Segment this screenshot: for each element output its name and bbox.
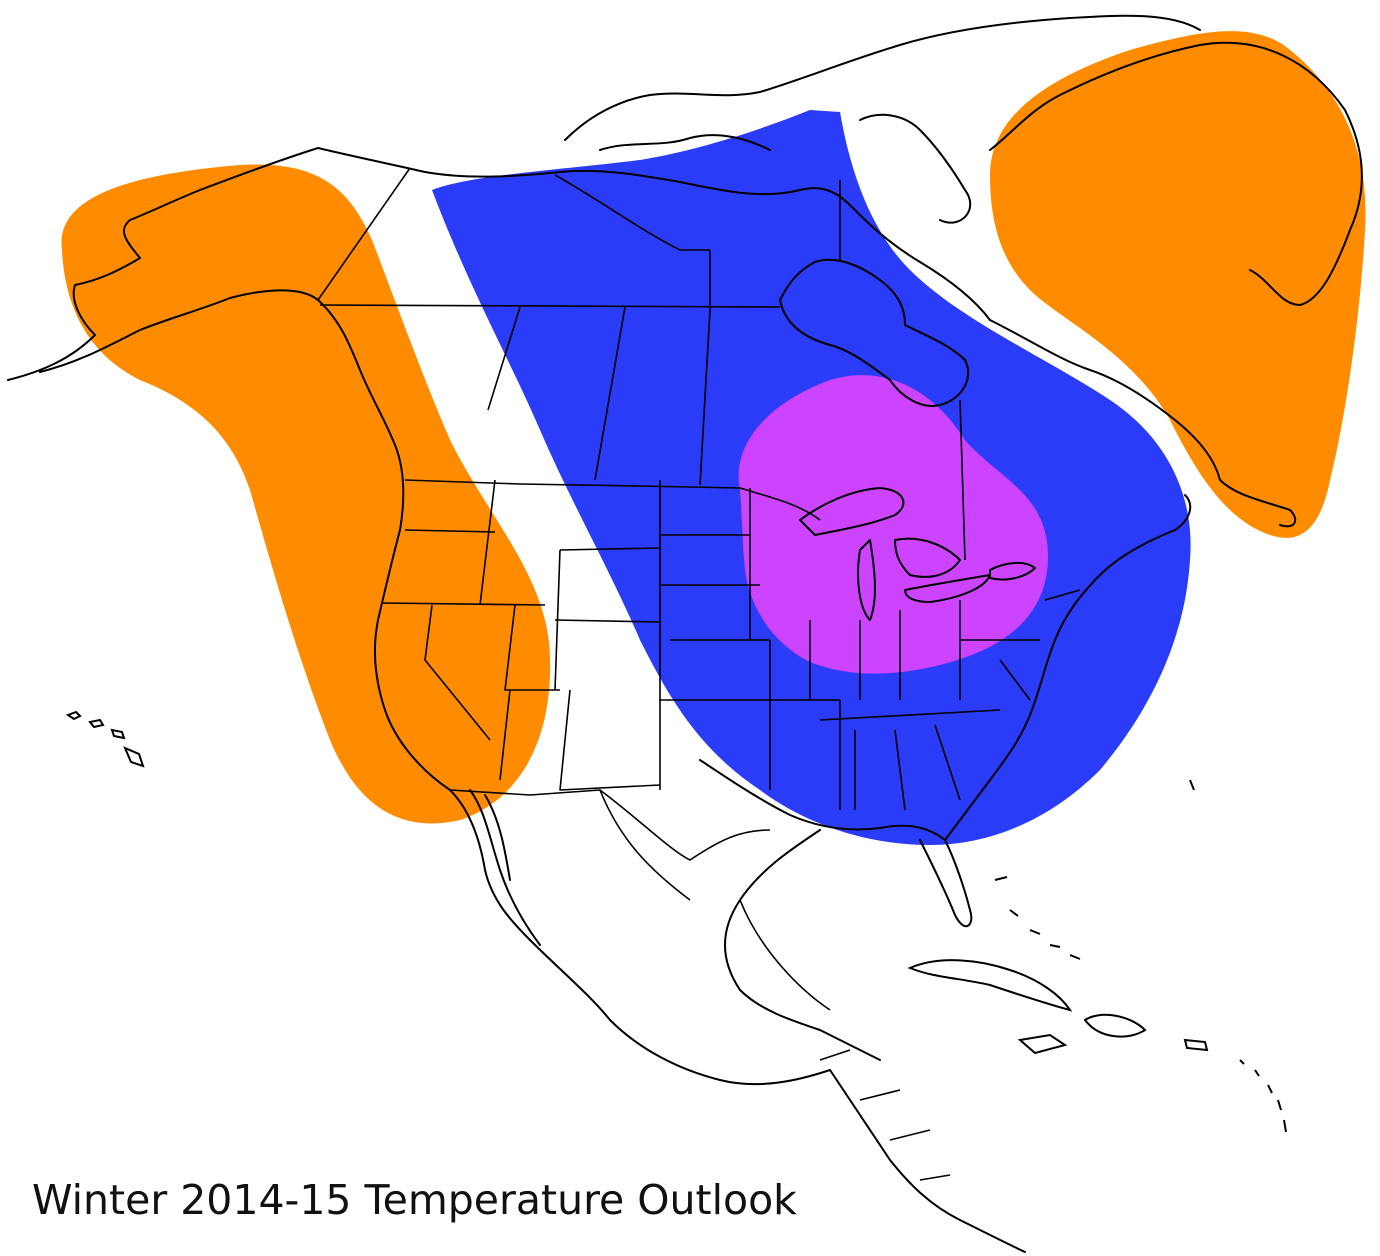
baja-coastline xyxy=(469,789,541,946)
zone-greenland-eastern-canada xyxy=(990,31,1366,538)
central-america-borders xyxy=(819,1049,951,1181)
west-coast-coastline xyxy=(317,299,531,941)
arctic-islands xyxy=(564,14,1363,306)
alaska-canada-border xyxy=(317,167,411,301)
labrador-coastline xyxy=(989,319,1297,528)
us-canada-border xyxy=(404,479,821,521)
gulf-coastline xyxy=(699,759,973,928)
canada-arctic-coastline xyxy=(424,169,991,321)
zone-great-lakes-core xyxy=(738,375,1049,674)
hawaii-islands xyxy=(65,710,145,768)
alaska-coastline xyxy=(7,147,426,381)
mexico-central-america-coastline xyxy=(529,829,1026,1253)
east-coast-coastline xyxy=(944,494,1192,841)
zone-alaska-western-us xyxy=(61,164,551,824)
mexico-border xyxy=(449,789,831,1011)
us-states-central xyxy=(660,488,961,810)
political-borders xyxy=(317,167,1081,1181)
us-states-west xyxy=(381,479,661,791)
canadian-provinces xyxy=(319,174,966,561)
us-states-east xyxy=(819,589,1081,811)
coastlines xyxy=(7,14,1363,1253)
caribbean-islands xyxy=(907,959,1287,1133)
map-title: Winter 2014-15 Temperature Outlook xyxy=(32,1176,797,1224)
bahamas-islands xyxy=(994,779,1195,960)
hudson-bay-coastline xyxy=(779,258,970,407)
great-lakes xyxy=(799,487,1036,621)
